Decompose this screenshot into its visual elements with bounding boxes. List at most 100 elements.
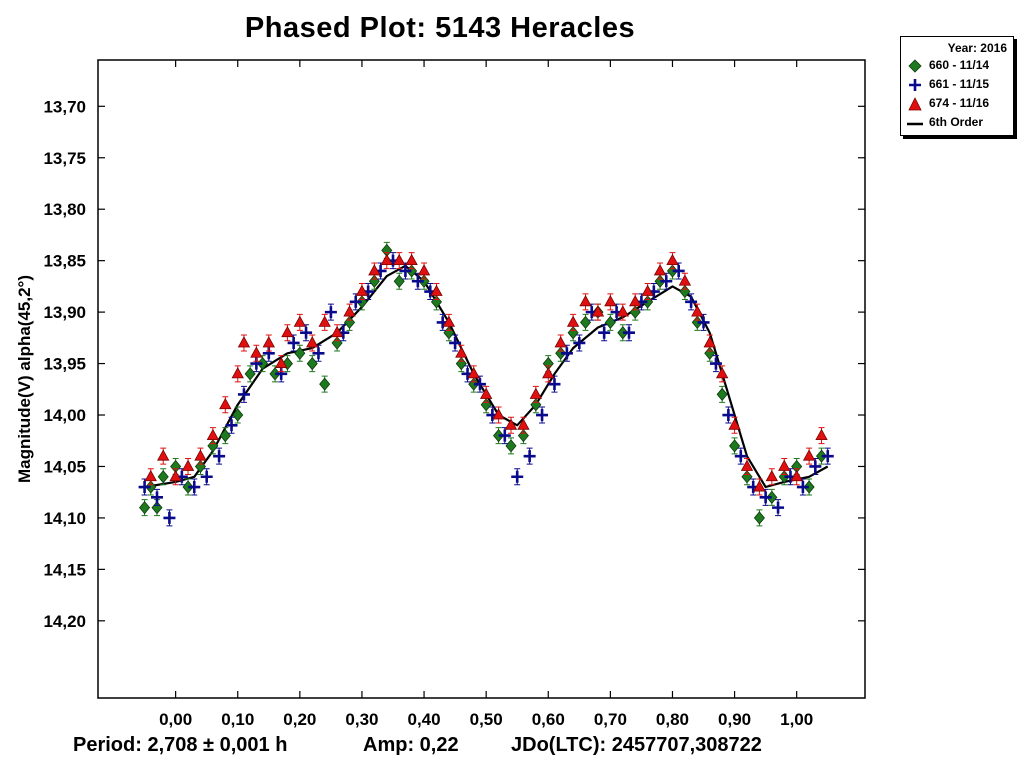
data-point-triangle bbox=[219, 396, 232, 414]
plus-marker bbox=[772, 501, 785, 514]
diamond-marker bbox=[418, 274, 430, 288]
data-point-plus bbox=[821, 447, 834, 465]
plus-marker bbox=[672, 264, 685, 277]
plus-marker bbox=[697, 316, 710, 329]
triangle-marker bbox=[237, 336, 251, 348]
triangle-marker bbox=[566, 315, 580, 327]
triangle-marker bbox=[417, 264, 431, 276]
data-point-triangle bbox=[579, 293, 592, 311]
diamond-marker bbox=[567, 326, 579, 340]
plus-marker bbox=[324, 306, 337, 319]
data-point-triangle bbox=[144, 468, 157, 486]
triangle-marker bbox=[554, 336, 567, 348]
data-point-triangle bbox=[653, 262, 667, 280]
period-text: Period: 2,708 ± 0,001 h bbox=[73, 734, 288, 756]
triangle-marker bbox=[765, 469, 779, 482]
data-point-triangle bbox=[355, 283, 369, 301]
y-tick-label: 14,10 bbox=[43, 509, 86, 528]
plus-marker bbox=[300, 326, 313, 339]
plus-marker bbox=[734, 450, 747, 463]
triangle-marker bbox=[169, 469, 182, 482]
data-point-triangle bbox=[393, 252, 406, 270]
plot-frame bbox=[97, 59, 866, 699]
data-point-diamond bbox=[691, 313, 703, 331]
data-point-diamond bbox=[232, 406, 244, 424]
x-tick-label: 0,10 bbox=[221, 710, 254, 729]
diamond-icon bbox=[908, 59, 922, 73]
y-tick-label: 13,95 bbox=[43, 355, 86, 374]
x-tick-label: 0,60 bbox=[532, 710, 565, 729]
data-point-triangle bbox=[262, 334, 275, 352]
plus-marker bbox=[188, 481, 201, 494]
triangle-marker bbox=[678, 274, 692, 286]
data-point-triangle bbox=[330, 324, 344, 342]
diamond-marker bbox=[145, 480, 157, 494]
data-point-triangle bbox=[591, 303, 605, 321]
data-point-plus bbox=[449, 334, 462, 352]
plus-marker bbox=[821, 450, 834, 463]
data-point-plus bbox=[772, 499, 785, 517]
triangle-marker bbox=[517, 418, 530, 430]
data-point-triangle bbox=[231, 365, 244, 383]
data-point-plus bbox=[188, 478, 201, 496]
triangle-marker bbox=[529, 387, 543, 399]
triangle-marker bbox=[715, 367, 729, 379]
y-tick-label: 14,15 bbox=[43, 560, 86, 579]
data-point-triangle bbox=[641, 283, 654, 301]
x-tick-label: 1,00 bbox=[780, 710, 813, 729]
plus-marker bbox=[809, 460, 822, 473]
diamond-marker bbox=[194, 459, 206, 474]
plus-marker bbox=[523, 450, 536, 463]
data-point-diamond bbox=[803, 478, 815, 496]
plus-marker bbox=[573, 336, 586, 349]
triangle-marker bbox=[219, 397, 232, 410]
data-point-triangle bbox=[616, 303, 629, 321]
triangle-marker bbox=[231, 367, 244, 379]
diamond-marker bbox=[729, 439, 741, 453]
diamond-marker bbox=[803, 480, 815, 494]
data-point-triangle bbox=[753, 478, 766, 496]
data-point-triangle bbox=[604, 293, 617, 311]
x-tick-label: 0,30 bbox=[345, 710, 378, 729]
data-point-triangle bbox=[275, 355, 288, 373]
data-point-plus bbox=[523, 447, 536, 465]
data-point-plus bbox=[411, 272, 424, 290]
data-point-triangle bbox=[554, 334, 567, 352]
triangle-marker bbox=[330, 325, 344, 338]
y-tick-label: 13,85 bbox=[43, 252, 86, 271]
plus-marker bbox=[237, 388, 250, 401]
diamond-marker bbox=[232, 408, 244, 422]
diamond-marker bbox=[704, 346, 716, 360]
triangle-marker bbox=[442, 315, 456, 327]
triangle-marker bbox=[405, 253, 418, 266]
data-point-triangle bbox=[181, 457, 195, 475]
diamond-marker bbox=[157, 470, 169, 484]
diamond-marker bbox=[344, 315, 356, 330]
data-point-diamond bbox=[493, 427, 505, 445]
data-point-triangle bbox=[479, 385, 493, 403]
legend: Year: 2016 660 - 11/14 661 - 11/15 674 -… bbox=[900, 36, 1014, 136]
data-point-diamond bbox=[319, 375, 331, 393]
y-axis-label: Magnitude(V) alpha(45,2°) bbox=[15, 275, 34, 483]
triangle-marker bbox=[629, 294, 642, 307]
triangle-marker bbox=[591, 305, 605, 317]
data-point-diamond bbox=[766, 488, 778, 506]
data-point-plus bbox=[598, 324, 611, 342]
diamond-marker bbox=[654, 274, 666, 288]
data-point-triangle bbox=[815, 427, 828, 445]
diamond-marker bbox=[517, 428, 529, 443]
plus-marker bbox=[709, 357, 722, 370]
fit-curve-layer bbox=[144, 264, 829, 489]
data-point-triangle bbox=[629, 293, 642, 311]
data-point-triangle bbox=[293, 313, 307, 331]
data-point-triangle bbox=[250, 344, 263, 362]
data-point-plus bbox=[151, 488, 163, 506]
data-point-diamond bbox=[157, 468, 169, 486]
data-point-diamond bbox=[816, 447, 828, 465]
diamond-marker bbox=[555, 346, 567, 360]
data-point-plus bbox=[709, 355, 722, 373]
data-point-triangle bbox=[566, 313, 580, 331]
data-point-triangle bbox=[492, 406, 505, 424]
triangle-marker bbox=[262, 336, 275, 348]
triangle-marker bbox=[194, 449, 207, 461]
